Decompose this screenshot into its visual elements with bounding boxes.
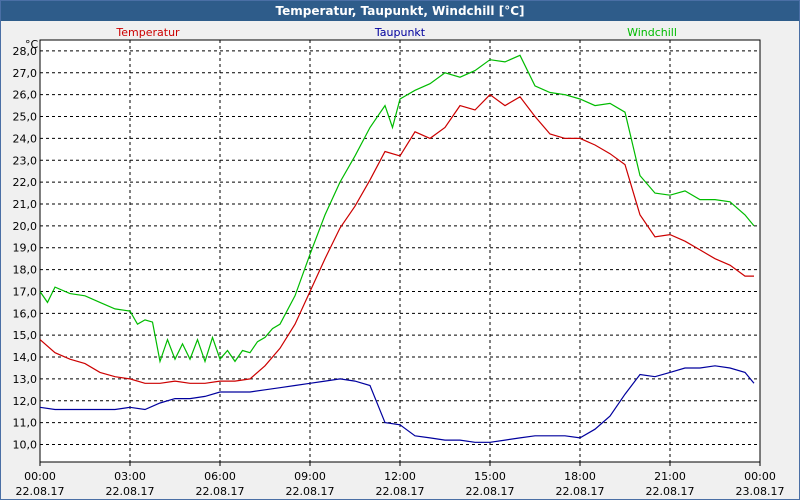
y-tick-label: 21,0 xyxy=(13,198,38,211)
x-tick-time: 00:00 xyxy=(24,470,56,483)
series-line-taupunkt xyxy=(39,365,755,443)
y-tick-label: 22,0 xyxy=(13,176,38,189)
legend-windchill: Windchill xyxy=(627,26,677,39)
x-tick-time: 21:00 xyxy=(654,470,686,483)
y-tick-label: 15,0 xyxy=(13,329,38,342)
y-tick-label: 13,0 xyxy=(13,373,38,386)
y-tick-label: 20,0 xyxy=(13,220,38,233)
x-tick-date: 22.08.17 xyxy=(376,485,425,498)
x-tick-date: 22.08.17 xyxy=(466,485,515,498)
y-tick-label: 24,0 xyxy=(13,132,38,145)
legend-temperatur: Temperatur xyxy=(115,26,180,39)
y-tick-label: 18,0 xyxy=(13,264,38,277)
y-tick-label: 28,0 xyxy=(13,45,38,58)
x-tick-time: 15:00 xyxy=(474,470,506,483)
y-tick-label: 12,0 xyxy=(13,395,38,408)
y-tick-label: 17,0 xyxy=(13,285,38,298)
y-tick-label: 11,0 xyxy=(13,417,38,430)
x-tick-date: 22.08.17 xyxy=(16,485,65,498)
series-line-temperatur xyxy=(39,93,754,384)
window-title: Temperatur, Taupunkt, Windchill [°C] xyxy=(1,1,799,21)
series-line-windchill xyxy=(39,54,755,364)
x-tick-date: 22.08.17 xyxy=(646,485,695,498)
x-tick-time: 12:00 xyxy=(384,470,416,483)
x-tick-time: 00:00 xyxy=(744,470,776,483)
y-unit-label: °C xyxy=(25,38,39,51)
y-tick-label: 25,0 xyxy=(13,111,38,124)
x-tick-date: 22.08.17 xyxy=(106,485,155,498)
y-tick-label: 10,0 xyxy=(13,439,38,452)
y-tick-label: 19,0 xyxy=(13,242,38,255)
y-tick-label: 27,0 xyxy=(13,67,38,80)
x-tick-time: 09:00 xyxy=(294,470,326,483)
y-tick-label: 26,0 xyxy=(13,89,38,102)
y-tick-label: 16,0 xyxy=(13,307,38,320)
x-tick-time: 03:00 xyxy=(114,470,146,483)
x-tick-date: 22.08.17 xyxy=(286,485,335,498)
legend-taupunkt: Taupunkt xyxy=(374,26,426,39)
x-tick-time: 06:00 xyxy=(204,470,236,483)
x-tick-date: 22.08.17 xyxy=(196,485,245,498)
y-tick-label: 14,0 xyxy=(13,351,38,364)
x-tick-date: 23.08.17 xyxy=(736,485,785,498)
x-tick-time: 18:00 xyxy=(564,470,596,483)
y-tick-label: 23,0 xyxy=(13,154,38,167)
x-tick-date: 22.08.17 xyxy=(556,485,605,498)
